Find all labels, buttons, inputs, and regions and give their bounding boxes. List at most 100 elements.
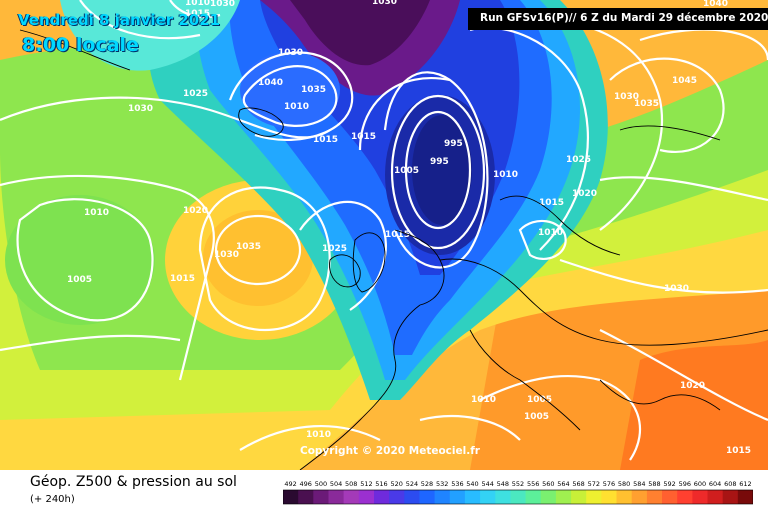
scale-tick-label: 500 [315, 480, 327, 488]
isobar-label: 1035 [301, 85, 326, 95]
isobar-label: 1030 [210, 0, 235, 9]
scale-swatch [358, 490, 375, 504]
isobar-label: 1015 [539, 198, 564, 208]
scale-swatch [374, 490, 390, 504]
isobar-label: 1035 [236, 242, 261, 252]
scale-swatch [692, 490, 709, 504]
legend-subtitle: (+ 240h) [30, 494, 75, 505]
scale-swatch [480, 490, 496, 504]
scale-swatch [525, 490, 542, 504]
scale-tick-label: 516 [375, 480, 387, 488]
scale-swatch [283, 490, 299, 504]
scale-tick-label: 560 [542, 480, 554, 488]
scale-border [283, 489, 753, 505]
isobar-label: 1010 [185, 0, 210, 8]
scale-swatch [586, 490, 602, 504]
scale-tick-label: 520 [390, 480, 402, 488]
isobar-label: 1015 [351, 132, 376, 142]
isobar-label: 1010 [471, 395, 496, 405]
scale-swatch [737, 490, 753, 504]
isobar-label: 1020 [572, 189, 597, 199]
legend-title: Géop. Z500 & pression au sol [30, 474, 237, 490]
color-scale: 492 496 500 504 508 512 516 520 524 528 532 536 540 5… [283, 480, 753, 505]
isobar-label: 1005 [394, 166, 419, 176]
isobar-label: 1015 [385, 230, 410, 240]
isobar-label: 1020 [183, 206, 208, 216]
scale-tick-label: 524 [406, 480, 418, 488]
forecast-time: 8:00 locale [22, 34, 139, 56]
scale-swatch [464, 490, 481, 504]
isobar-label: 1010 [84, 208, 109, 218]
isobar-label: 995 [430, 157, 449, 167]
scale-tick-label: 596 [679, 480, 691, 488]
scale-tick-label: 512 [360, 480, 372, 488]
isobar-label: 1010 [538, 228, 563, 238]
scale-swatch [389, 490, 405, 504]
isobar-label: 1025 [566, 155, 591, 165]
scale-tick-label: 600 [694, 480, 706, 488]
isobar-label: 1005 [524, 412, 549, 422]
scale-tick-label: 536 [451, 480, 463, 488]
isobar-label: 1045 [672, 76, 697, 86]
isobar-label: 1030 [214, 250, 239, 260]
scale-tick-label: 548 [497, 480, 509, 488]
scale-tick-label: 552 [512, 480, 524, 488]
scale-tick-label: 584 [633, 480, 645, 488]
scale-tick-label: 544 [481, 480, 493, 488]
isobar-label: 1035 [634, 99, 659, 109]
scale-swatch [722, 490, 739, 504]
scale-swatch [707, 490, 724, 504]
scale-tick-label: 608 [724, 480, 736, 488]
scale-tick-label: 564 [557, 480, 569, 488]
isobar-label: 1015 [170, 274, 195, 284]
scale-tick-label: 612 [739, 480, 751, 488]
run-info-box: Run GFSv16(P)// 6 Z du Mardi 29 décembre… [468, 8, 768, 30]
isobar-label: 1020 [680, 381, 705, 391]
scale-swatch [555, 490, 572, 504]
scale-tick-label: 532 [436, 480, 448, 488]
isobar-label: 1040 [258, 78, 283, 88]
isobar-label: 1030 [372, 0, 397, 7]
scale-swatch [631, 490, 648, 504]
scale-tick-label: 604 [709, 480, 721, 488]
isobar-label: 1010 [306, 430, 331, 440]
isobar-label: 1025 [183, 89, 208, 99]
scale-tick-label: 572 [588, 480, 600, 488]
geopotential-map: 1010 1015 1030 1040 1030 1025 1030 1040 … [0, 0, 768, 470]
scale-tick-label: 528 [421, 480, 433, 488]
scale-tick-label: 576 [603, 480, 615, 488]
scale-tick-label: 588 [648, 480, 660, 488]
isobar-label: 1015 [726, 446, 751, 456]
scale-swatch [510, 490, 527, 504]
scale-tick-label: 592 [663, 480, 675, 488]
isobar-label: 1015 [185, 9, 210, 19]
scale-tick-label: 492 [284, 480, 296, 488]
isobar-label: 1025 [322, 244, 347, 254]
scale-swatch [495, 490, 511, 504]
isobar-label: 1030 [664, 284, 689, 294]
scale-tick-label: 504 [330, 480, 342, 488]
forecast-date: Vendredi 8 janvier 2021 [18, 11, 221, 29]
isobar-label: 1005 [67, 275, 92, 285]
scale-swatch [616, 490, 633, 504]
scale-swatch [313, 490, 329, 504]
isobar-label: 1040 [703, 0, 728, 9]
copyright: Copyright © 2020 Meteociel.fr [300, 445, 481, 457]
scale-swatch [419, 490, 436, 504]
isobar-label: 1030 [278, 48, 303, 58]
scale-swatch [662, 490, 678, 504]
scale-tick-label: 580 [618, 480, 630, 488]
scale-swatch [449, 490, 466, 504]
run-info: Run GFSv16(P)// 6 Z du Mardi 29 décembre… [480, 12, 768, 24]
isobar-label: 1015 [313, 135, 338, 145]
scale-tick-label: 568 [572, 480, 584, 488]
isobar-label: 995 [444, 139, 463, 149]
scale-swatch [677, 490, 693, 504]
scale-swatch [540, 490, 557, 504]
scale-tick-label: 556 [527, 480, 539, 488]
scale-swatch [343, 490, 360, 504]
scale-swatch [646, 490, 663, 504]
scale-swatch [434, 490, 451, 504]
isobar-label: 1030 [128, 104, 153, 114]
scale-swatch [328, 490, 345, 504]
